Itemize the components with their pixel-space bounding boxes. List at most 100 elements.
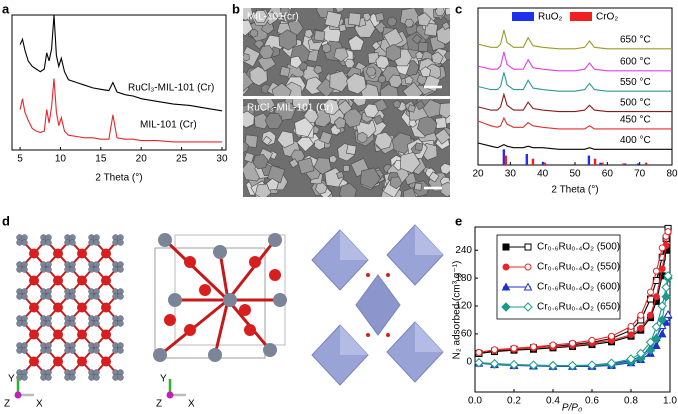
octahedron-face bbox=[340, 325, 368, 355]
metal-atom bbox=[168, 293, 182, 307]
metal-atom bbox=[93, 293, 100, 300]
oxygen-atom bbox=[77, 356, 87, 367]
x-tick-label: 10 bbox=[55, 154, 67, 165]
x-tick-label: 0.6 bbox=[585, 396, 599, 407]
data-point bbox=[587, 360, 597, 370]
crystal bbox=[243, 8, 254, 21]
crystal bbox=[402, 81, 424, 96]
data-point bbox=[530, 343, 537, 351]
reference-stick bbox=[601, 162, 604, 165]
crystal bbox=[414, 142, 424, 151]
crystal bbox=[371, 40, 381, 51]
y-tick-label: 240 bbox=[455, 245, 472, 256]
crystal bbox=[255, 99, 276, 113]
crystal bbox=[324, 10, 342, 29]
unit-cell bbox=[174, 234, 286, 346]
crystal bbox=[279, 8, 291, 16]
x-tick-label: 0.8 bbox=[624, 396, 638, 407]
metal-atom bbox=[21, 320, 28, 327]
crystal bbox=[392, 99, 402, 108]
data-point bbox=[658, 265, 666, 273]
oxygen-atom bbox=[53, 329, 63, 340]
crystal bbox=[348, 35, 365, 51]
data-point bbox=[489, 358, 500, 369]
crystal bbox=[329, 154, 338, 164]
crystal bbox=[335, 8, 345, 13]
data-point bbox=[645, 345, 656, 355]
data-point bbox=[510, 344, 518, 352]
crystal bbox=[338, 23, 347, 32]
crystal bbox=[313, 64, 323, 75]
series-line bbox=[19, 14, 223, 112]
metal-atom bbox=[21, 347, 28, 354]
crystal bbox=[415, 50, 424, 60]
oxygen-atom bbox=[29, 356, 39, 367]
crystal bbox=[408, 119, 417, 128]
metal-atom bbox=[21, 266, 28, 273]
series-line bbox=[477, 142, 672, 150]
sem-image bbox=[243, 8, 450, 96]
crystal bbox=[391, 132, 413, 154]
crystal bbox=[424, 22, 438, 37]
bond bbox=[218, 251, 230, 301]
axis-label: X bbox=[188, 399, 195, 410]
crystal bbox=[262, 135, 272, 146]
metal-atom bbox=[117, 320, 124, 327]
crystal bbox=[294, 117, 314, 138]
oxygen-atom bbox=[29, 302, 39, 313]
data-point bbox=[637, 311, 645, 319]
crystal bbox=[417, 12, 432, 27]
metal-atom bbox=[263, 343, 277, 357]
plot-frame bbox=[11, 14, 227, 151]
oxygen-atom bbox=[77, 329, 87, 340]
x-tick-label: 15 bbox=[95, 154, 107, 165]
reference-stick bbox=[644, 162, 648, 165]
reference-stick bbox=[541, 161, 545, 165]
crystal bbox=[434, 128, 450, 145]
data-point bbox=[663, 271, 673, 281]
crystal bbox=[321, 43, 332, 54]
data-point bbox=[502, 243, 510, 251]
crystal bbox=[434, 8, 446, 17]
crystal bbox=[404, 75, 414, 85]
data-point bbox=[491, 346, 498, 354]
crystal bbox=[352, 99, 367, 107]
crystal bbox=[377, 74, 386, 84]
data-point bbox=[548, 360, 558, 371]
series-line bbox=[477, 72, 672, 92]
data-point bbox=[664, 228, 672, 236]
oxygen-atom bbox=[101, 248, 111, 259]
reference-stick bbox=[622, 163, 625, 165]
oxygen-atom bbox=[77, 302, 87, 313]
data-point bbox=[501, 302, 511, 312]
crystal bbox=[313, 157, 332, 175]
crystal bbox=[278, 29, 298, 51]
oxygen-atom bbox=[77, 248, 87, 259]
x-tick-label: 0.0 bbox=[468, 396, 482, 407]
metal-atom bbox=[69, 347, 76, 354]
y-tick-label: 180 bbox=[455, 273, 472, 284]
crystal bbox=[253, 10, 268, 23]
crystal bbox=[363, 103, 379, 118]
legend-swatch bbox=[512, 12, 534, 21]
series-line bbox=[477, 92, 672, 113]
crystal bbox=[336, 171, 345, 180]
data-point bbox=[658, 244, 666, 252]
bond bbox=[213, 299, 230, 356]
series-label: 500 °C bbox=[620, 97, 651, 108]
reference-stick bbox=[543, 162, 547, 165]
crystal bbox=[419, 66, 432, 78]
axis-label: Y bbox=[8, 374, 15, 385]
oxygen-atom bbox=[29, 275, 39, 286]
crystal bbox=[289, 55, 303, 69]
x-tick-label: 25 bbox=[176, 154, 188, 165]
y-axis-label: N₂ adsorbed (cm³ g⁻¹) bbox=[452, 261, 463, 360]
data-point bbox=[608, 332, 615, 340]
panel-letter: d bbox=[2, 213, 10, 228]
data-point bbox=[626, 354, 636, 364]
x-tick-label: 30 bbox=[216, 154, 228, 165]
oxygen-atom bbox=[269, 269, 281, 281]
data-point bbox=[647, 311, 654, 319]
crystal bbox=[288, 158, 299, 169]
